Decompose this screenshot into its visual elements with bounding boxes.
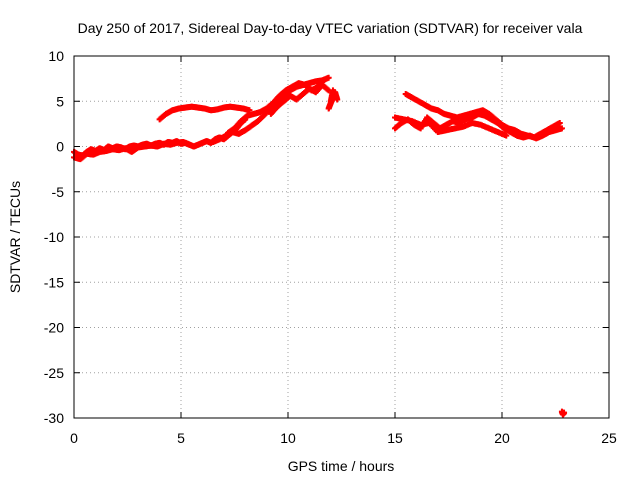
x-tick-label: 25 <box>601 430 617 446</box>
series-afternoon-band-lower <box>392 114 510 139</box>
x-tick-label: 20 <box>494 430 510 446</box>
series-noon-fragment <box>325 87 341 112</box>
axis-tick-labels: 0 5 10 15 20 25 -30 -25 -20 -15 -10 -5 0 5 10 <box>44 48 617 446</box>
y-axis-label: SDTVAR / TECUs <box>7 181 23 293</box>
x-axis-label: GPS time / hours <box>288 458 395 474</box>
series-early-secondary-track <box>71 138 193 163</box>
y-tick-label: -25 <box>44 365 64 381</box>
grid-lines <box>74 56 609 418</box>
data-point <box>321 76 328 83</box>
x-tick-label: 5 <box>177 430 185 446</box>
data-point <box>325 74 332 81</box>
series-afternoon-band-upper <box>402 91 563 141</box>
x-tick-label: 15 <box>387 430 403 446</box>
x-tick-label: 0 <box>70 430 78 446</box>
data-points <box>71 74 568 418</box>
chart-title: Day 250 of 2017, Sidereal Day-to-day VTE… <box>78 20 583 36</box>
data-point <box>558 125 565 132</box>
y-tick-label: 10 <box>48 48 64 64</box>
y-tick-label: -5 <box>52 184 65 200</box>
series-morning-rise-upper <box>225 76 328 136</box>
y-tick-label: -20 <box>44 320 64 336</box>
data-point <box>556 119 563 126</box>
series-outlier <box>558 408 568 418</box>
axis-ticks <box>73 55 610 419</box>
series-upper-arc <box>156 103 253 123</box>
y-tick-label: 5 <box>56 93 64 109</box>
y-tick-label: -15 <box>44 274 64 290</box>
y-tick-label: -30 <box>44 410 64 426</box>
data-point <box>186 141 193 148</box>
x-tick-label: 10 <box>280 430 296 446</box>
data-point <box>561 409 568 416</box>
y-tick-label: 0 <box>56 139 64 155</box>
series-midday-tail <box>267 81 332 117</box>
y-tick-label: -10 <box>44 229 64 245</box>
data-point <box>327 98 334 105</box>
data-point <box>503 132 510 139</box>
